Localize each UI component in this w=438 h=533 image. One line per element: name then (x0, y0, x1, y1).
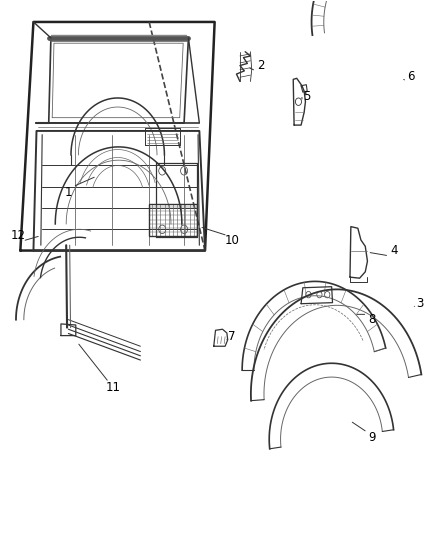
Text: 1: 1 (65, 185, 72, 199)
Text: 10: 10 (225, 235, 240, 247)
Bar (149, 204, 197, 236)
Text: 7: 7 (228, 330, 236, 343)
Text: 4: 4 (390, 244, 397, 257)
Text: 11: 11 (106, 381, 121, 394)
Text: 5: 5 (303, 90, 310, 103)
Text: 12: 12 (11, 229, 26, 242)
Text: 3: 3 (416, 297, 424, 310)
Text: 6: 6 (407, 70, 415, 83)
Text: 9: 9 (368, 431, 375, 444)
Text: 8: 8 (368, 313, 375, 326)
Text: 2: 2 (257, 59, 264, 72)
